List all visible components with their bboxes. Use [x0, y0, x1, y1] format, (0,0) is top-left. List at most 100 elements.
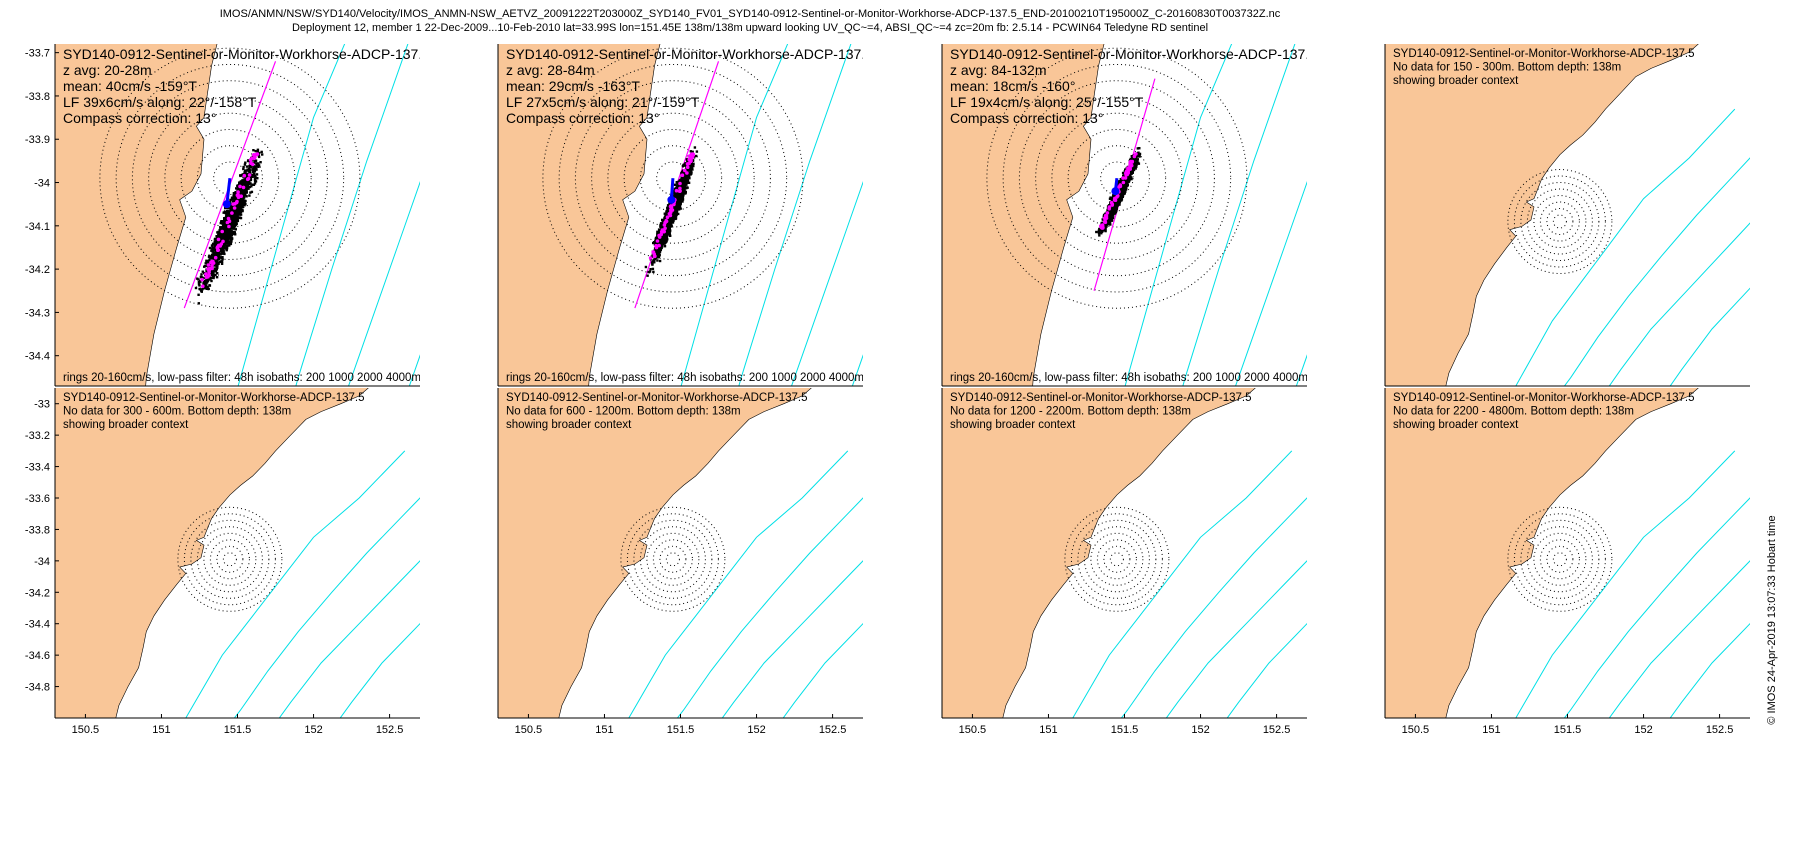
- scatter-point: [674, 217, 677, 220]
- scatter-point: [655, 251, 658, 254]
- scatter-point: [690, 171, 693, 174]
- isobath-line-1: [237, 44, 346, 386]
- scatter-point: [221, 237, 224, 240]
- scatter-point: [677, 185, 680, 188]
- velocity-ring: [607, 112, 739, 244]
- y-tick-label: -34.3: [25, 307, 50, 319]
- y-tick-label: -33.8: [25, 91, 50, 103]
- scatter-point: [1138, 155, 1141, 158]
- scatter-point: [219, 221, 222, 225]
- scatter-point: [676, 190, 679, 194]
- map-area: SYD140-0912-Sentinel-or-Monitor-Workhors…: [498, 44, 863, 386]
- lowpass-point: [657, 235, 662, 239]
- scatter-point: [207, 287, 210, 291]
- scatter-point: [246, 180, 250, 183]
- lowpass-point: [674, 188, 679, 193]
- scatter-point: [683, 182, 686, 186]
- scatter-point: [226, 233, 229, 236]
- scatter-point: [658, 259, 662, 263]
- scatter-point: [1138, 147, 1141, 150]
- scatter-point: [222, 225, 226, 229]
- scatter-point: [199, 279, 202, 283]
- scatter-point: [204, 262, 207, 265]
- velocity-ring: [196, 145, 263, 212]
- scatter-point: [238, 181, 241, 184]
- lowpass-point: [247, 173, 252, 177]
- scatter-point: [220, 252, 224, 255]
- lowpass-point: [665, 215, 670, 219]
- scatter-point: [255, 173, 259, 176]
- scatter-point: [223, 235, 226, 238]
- scatter-point: [247, 159, 250, 162]
- scatter-point: [242, 191, 246, 194]
- scatter-point: [200, 273, 203, 276]
- scatter-point: [223, 223, 226, 226]
- velocity-ring: [574, 80, 771, 277]
- land-polygon: [942, 44, 1105, 386]
- scatter-point: [247, 182, 250, 185]
- scatter-point: [231, 232, 235, 235]
- scatter-point: [237, 212, 240, 216]
- scatter-point: [654, 257, 658, 260]
- scatter-point: [253, 179, 257, 183]
- scatter-point: [244, 185, 247, 188]
- scatter-point: [255, 162, 258, 166]
- scatter-point: [219, 235, 223, 238]
- scatter-point: [663, 212, 666, 215]
- scatter-point: [229, 198, 232, 202]
- scatter-point: [243, 201, 246, 205]
- scatter-point: [238, 201, 241, 205]
- lowpass-point: [249, 161, 253, 165]
- scatter-point: [232, 227, 235, 230]
- scatter-point: [1098, 234, 1101, 237]
- scatter-point: [676, 198, 680, 202]
- scatter-point: [680, 195, 684, 198]
- scatter-point: [243, 163, 247, 166]
- scatter-point: [206, 281, 209, 284]
- lowpass-point: [663, 226, 667, 231]
- scatter-point: [673, 213, 676, 217]
- scatter-point: [232, 225, 235, 228]
- lowpass-point: [206, 263, 211, 267]
- scatter-point: [229, 229, 232, 232]
- lowpass-point: [669, 205, 674, 209]
- y-tick-label: -34.4: [25, 351, 50, 363]
- scatter-point: [1133, 165, 1136, 168]
- scatter-point: [674, 193, 677, 197]
- scatter-point: [1112, 214, 1115, 217]
- scatter-point: [1130, 157, 1134, 161]
- lowpass-points: [648, 152, 696, 260]
- scatter-point: [250, 185, 253, 188]
- lowpass-point: [254, 152, 259, 157]
- scatter-point: [221, 249, 224, 253]
- scatter-point: [211, 250, 214, 253]
- scatter-point: [657, 255, 661, 258]
- scatter-point: [671, 219, 674, 223]
- scatter-point: [215, 268, 218, 271]
- scatter-point: [237, 209, 240, 212]
- scatter-point: [1101, 230, 1104, 233]
- scatter-point: [1120, 195, 1123, 198]
- scatter-point: [205, 282, 208, 285]
- lowpass-point: [236, 190, 240, 194]
- lowpass-point: [225, 220, 230, 225]
- scatter-point: [227, 241, 231, 245]
- scatter-point: [197, 302, 200, 305]
- lowpass-point: [204, 275, 209, 280]
- scatter-point: [654, 240, 657, 243]
- scatter-point: [1115, 209, 1118, 212]
- lowpass-point: [216, 248, 220, 252]
- scatter-point: [688, 165, 691, 168]
- scatter-point: [256, 165, 259, 168]
- scatter-point: [212, 275, 216, 278]
- scatter-point: [247, 187, 250, 190]
- scatter-point: [646, 274, 649, 277]
- velocity-ring: [1035, 96, 1199, 260]
- scatter-point: [232, 215, 235, 218]
- scatter-point: [213, 254, 216, 257]
- scatter-point: [200, 290, 203, 293]
- scatter-point: [243, 204, 246, 207]
- scatter-point: [221, 222, 224, 225]
- scatter-point: [203, 265, 206, 268]
- scatter-point: [242, 201, 245, 205]
